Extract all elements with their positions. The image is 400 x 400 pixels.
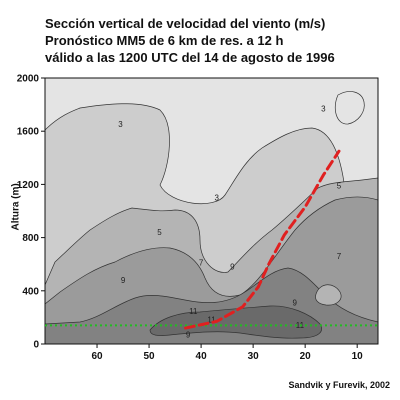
contour-inner-5-blob	[315, 284, 342, 306]
contour-region-11	[149, 305, 322, 339]
contour-label: 11	[189, 307, 198, 316]
axes: 60 50 40 30 20 10 0 400 800 1200 1600 2000	[17, 74, 363, 363]
title-line-2: Pronóstico MM5 de 6 km de res. a 12 h	[45, 33, 284, 48]
contour-label: 9	[121, 276, 126, 285]
y-tick-label: 2000	[17, 74, 40, 85]
y-tick-label: 400	[22, 286, 39, 297]
y-tick-label: 1600	[17, 127, 40, 138]
contour-label: 7	[337, 252, 342, 261]
contour-label: 9	[230, 263, 235, 272]
y-tick-label: 800	[22, 233, 39, 244]
contour-label: 5	[157, 228, 162, 237]
contour-label: 7	[199, 259, 204, 268]
contour-label: 3	[214, 193, 219, 202]
contour-label: 3	[321, 104, 326, 113]
contour-inner-1-blob	[334, 91, 365, 125]
contour-label: 11	[207, 316, 216, 325]
title-line-1: Sección vertical de velocidad del viento…	[45, 16, 326, 31]
title-line-3: válido a las 1200 UTC del 14 de agosto d…	[45, 50, 335, 65]
contour-label: 3	[118, 120, 123, 129]
y-tick-label: 0	[33, 340, 39, 351]
contour-label: 9	[293, 298, 298, 307]
plot-frame	[44, 77, 379, 345]
x-tick-label: 50	[144, 351, 156, 362]
x-tick-label: 40	[196, 351, 208, 362]
chart-title: Sección vertical de velocidad del viento…	[45, 15, 395, 66]
credit-text: Sandvik y Furevik, 2002	[288, 380, 390, 390]
x-tick-label: 10	[352, 351, 364, 362]
contour-label: 5	[337, 181, 342, 190]
x-tick-label: 20	[300, 351, 312, 362]
y-tick-label: 1200	[17, 180, 40, 191]
x-tick-label: 60	[91, 351, 103, 362]
jet-axis-line	[183, 149, 341, 330]
contour-label: 9	[186, 330, 191, 339]
x-tick-label: 30	[248, 351, 260, 362]
